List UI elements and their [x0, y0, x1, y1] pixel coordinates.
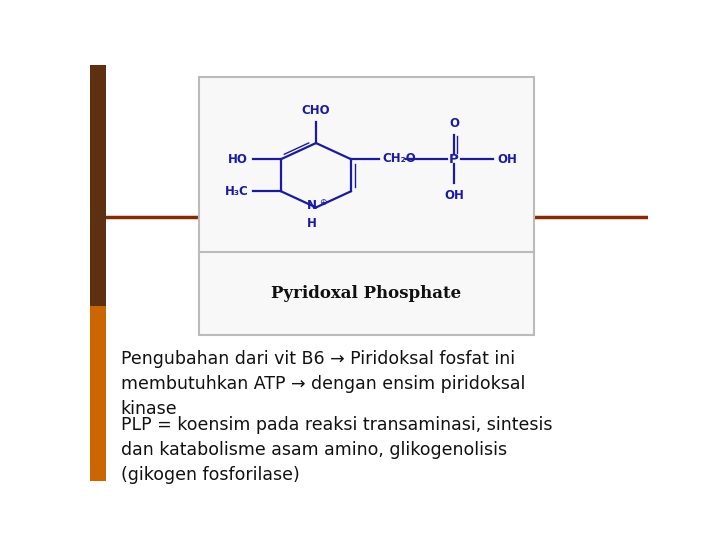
Bar	[199, 77, 534, 335]
Text: OH: OH	[444, 188, 464, 201]
Text: H: H	[307, 217, 317, 230]
Text: CHO: CHO	[302, 104, 330, 117]
Text: ⊕: ⊕	[320, 198, 327, 207]
Text: CH₂O: CH₂O	[382, 152, 416, 165]
Text: Pyridoxal Phosphate: Pyridoxal Phosphate	[271, 285, 462, 302]
Text: H₃C: H₃C	[225, 185, 248, 198]
Bar	[90, 306, 106, 481]
Bar	[90, 65, 106, 306]
Text: OH: OH	[498, 153, 518, 166]
Text: PLP = koensim pada reaksi transaminasi, sintesis
dan katabolisme asam amino, gli: PLP = koensim pada reaksi transaminasi, …	[121, 416, 552, 484]
Text: O: O	[449, 117, 459, 130]
Text: N: N	[307, 199, 317, 212]
Text: P: P	[449, 153, 459, 166]
Text: HO: HO	[228, 153, 248, 166]
Text: Pengubahan dari vit B6 → Piridoksal fosfat ini
membutuhkan ATP → dengan ensim pi: Pengubahan dari vit B6 → Piridoksal fosf…	[121, 349, 525, 417]
